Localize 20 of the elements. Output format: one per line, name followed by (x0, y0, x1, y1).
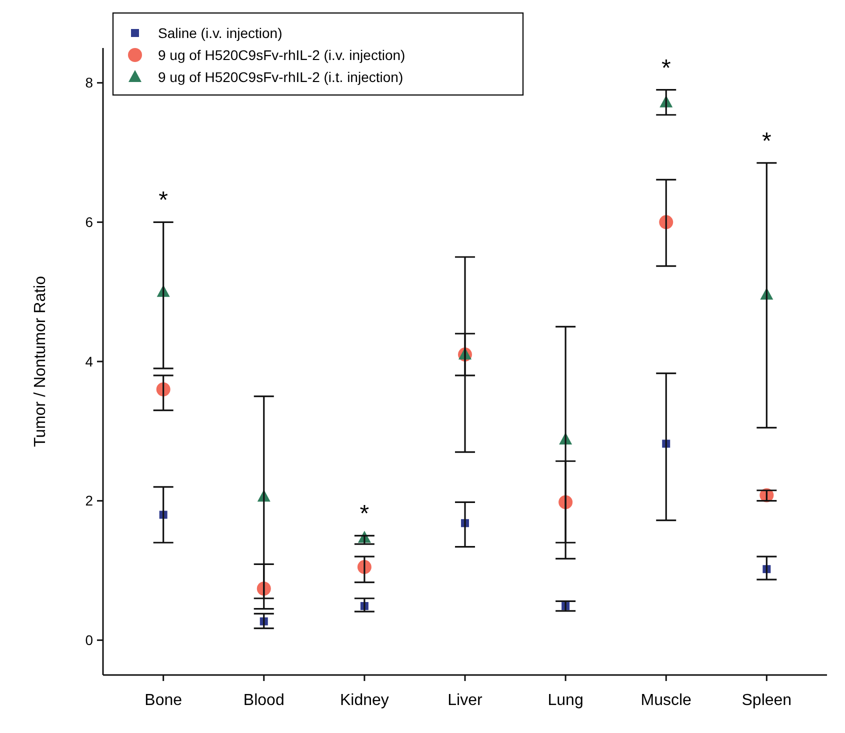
x-tick-label: Bone (144, 692, 182, 709)
x-tick-label: Kidney (340, 692, 389, 709)
x-tick-label: Blood (243, 692, 284, 709)
y-tick-label: 0 (85, 632, 94, 648)
legend-label: Saline (i.v. injection) (158, 24, 282, 41)
y-tick-label: 8 (85, 74, 94, 91)
y-tick-label: 6 (85, 214, 94, 230)
x-tick-label: Liver (448, 692, 484, 709)
y-tick-label: 2 (85, 492, 94, 509)
annotation: * (762, 128, 772, 155)
x-tick-label: Muscle (640, 692, 692, 709)
x-tick-label: Spleen (742, 692, 792, 709)
annotation: * (661, 54, 671, 82)
legend-label: 9 ug of H520C9sFv-rhIL-2 (i.t. injection) (158, 68, 404, 85)
legend-label: 9 ug of H520C9sFv-rhIL-2 (i.v. injection) (158, 46, 406, 63)
annotation: * (360, 500, 370, 528)
y-axis-title: Tumor / Nontumor Ratio (32, 276, 49, 448)
annotation: * (158, 187, 168, 214)
x-tick-label: Lung (548, 692, 584, 709)
y-tick-label: 4 (85, 353, 94, 370)
